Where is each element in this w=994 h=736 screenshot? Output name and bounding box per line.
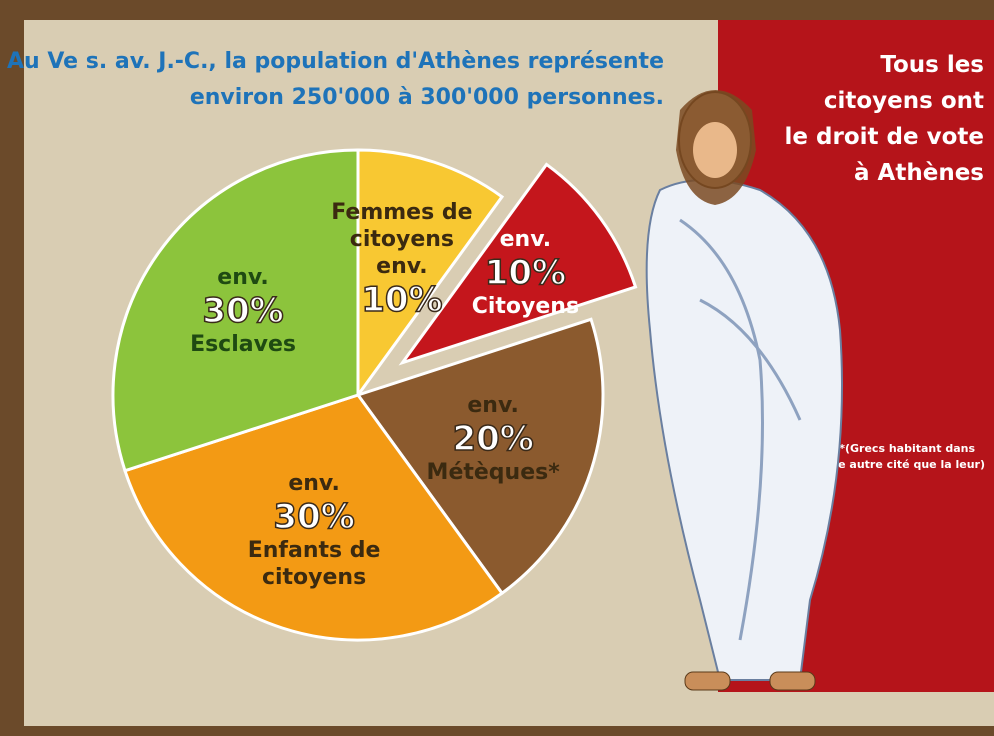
category-label: Citoyens [445,293,605,320]
value-label: 30% [163,291,323,331]
value-label: 30% [234,497,394,537]
slice-label: env.30%Enfants de citoyens [234,470,394,591]
infographic: Au Ve s. av. J.-C., la population d'Athè… [0,0,994,736]
category-label: Esclaves [163,331,323,358]
panel-text: Tous les [880,52,984,78]
bottom-strip [24,692,994,726]
value-label: 20% [413,419,573,459]
footnote: *(Grecs habitant dans [839,442,975,455]
value-prefix: env. [163,264,323,291]
category-label: Métèques* [413,459,573,486]
title-line: Au Ve s. av. J.-C., la population d'Athè… [7,49,664,74]
value-prefix: env. [234,470,394,497]
value-prefix: env. [445,226,605,253]
title-line: environ 250'000 à 300'000 personnes. [190,85,664,110]
category-label: Enfants de citoyens [234,537,394,591]
slice-label: env.30%Esclaves [163,264,323,358]
slice-label: env.10%Citoyens [445,226,605,320]
slice-label: env.20%Métèques* [413,392,573,486]
panel-text: citoyens ont [824,88,984,114]
value-prefix: env. [413,392,573,419]
value-label: 10% [445,253,605,293]
chart: Au Ve s. av. J.-C., la population d'Athè… [0,0,994,736]
panel-text: le droit de vote [785,124,984,150]
footnote: une autre cité que la leur) [822,458,985,471]
panel-text: à Athènes [854,160,984,186]
